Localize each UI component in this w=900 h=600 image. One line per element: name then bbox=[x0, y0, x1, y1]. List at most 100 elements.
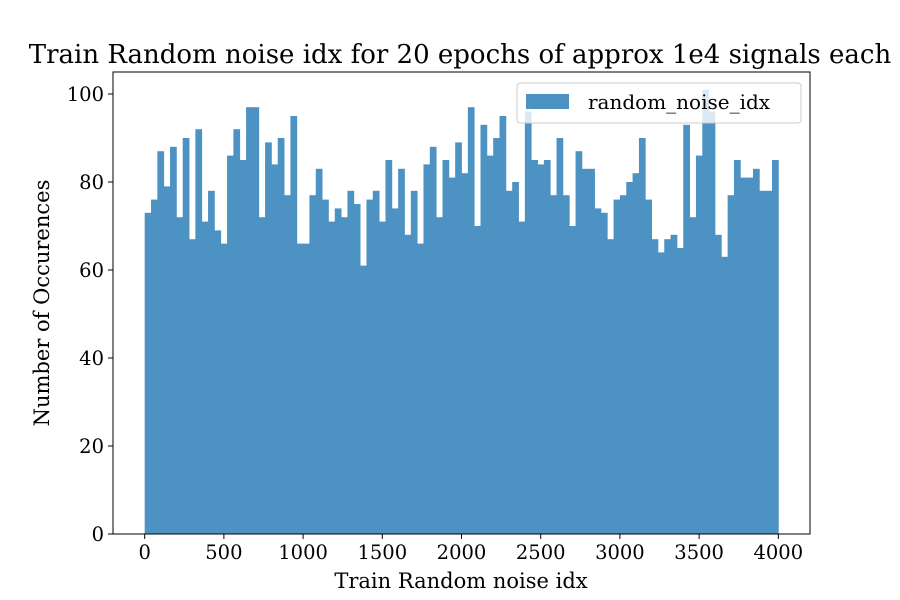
y-axis-label: Number of Occurences bbox=[30, 180, 54, 427]
histogram-bar bbox=[607, 239, 614, 534]
histogram-bar bbox=[581, 168, 589, 535]
histogram-bar bbox=[499, 116, 507, 534]
histogram-bar bbox=[271, 164, 279, 534]
y-tick-label: 100 bbox=[67, 83, 104, 106]
x-axis-label: Train Random noise idx bbox=[334, 569, 587, 593]
histogram-bar bbox=[398, 168, 405, 535]
histogram-bar bbox=[543, 160, 551, 534]
histogram-bar bbox=[347, 190, 355, 535]
histogram-bar bbox=[303, 243, 310, 534]
histogram-bar bbox=[461, 173, 469, 534]
histogram-bar bbox=[144, 212, 152, 535]
histogram-bar bbox=[626, 182, 633, 534]
x-tick-label: 3000 bbox=[595, 541, 645, 564]
histogram-bar bbox=[588, 168, 595, 535]
histogram-bar bbox=[442, 160, 450, 534]
histogram-bar bbox=[417, 243, 424, 534]
x-tick-label: 1500 bbox=[357, 541, 407, 564]
histogram-bar bbox=[157, 151, 165, 534]
histogram-bar bbox=[562, 195, 570, 534]
histogram-bar bbox=[410, 190, 418, 535]
histogram-bar bbox=[638, 138, 646, 534]
histogram-bar bbox=[163, 186, 171, 534]
histogram-bar bbox=[600, 212, 608, 535]
histogram-bar bbox=[328, 221, 336, 534]
histogram-bar bbox=[721, 256, 729, 534]
histogram-bar bbox=[771, 160, 779, 534]
y-tick-label: 80 bbox=[79, 171, 104, 194]
histogram-bar bbox=[695, 155, 703, 534]
x-tick-label: 4000 bbox=[753, 541, 803, 564]
histogram-bar bbox=[309, 195, 317, 534]
y-tick-label: 60 bbox=[79, 259, 104, 282]
histogram-bar bbox=[201, 221, 209, 534]
histogram-bar bbox=[537, 164, 545, 534]
histogram-bar bbox=[239, 160, 247, 534]
histogram-bar bbox=[524, 111, 532, 534]
histogram-bar bbox=[683, 124, 691, 535]
histogram-bar bbox=[594, 208, 602, 534]
histogram-bar bbox=[366, 199, 374, 534]
x-tick-label: 2500 bbox=[516, 541, 566, 564]
histogram-bar bbox=[252, 107, 260, 534]
y-tick-label: 0 bbox=[92, 523, 104, 546]
histogram-bar bbox=[746, 177, 754, 534]
x-tick-label: 1000 bbox=[278, 541, 328, 564]
histogram-bar bbox=[664, 239, 671, 534]
histogram-bar bbox=[208, 190, 215, 535]
histogram-bar bbox=[651, 239, 659, 534]
histogram-bar bbox=[372, 190, 380, 535]
legend-box bbox=[516, 82, 802, 124]
histogram-bar bbox=[765, 190, 773, 535]
histogram-bar bbox=[391, 208, 399, 534]
histogram-bar bbox=[733, 160, 741, 534]
x-tick-label: 0 bbox=[138, 541, 150, 564]
histogram-bar bbox=[258, 217, 266, 534]
histogram-bar bbox=[182, 138, 190, 534]
histogram-bar bbox=[740, 177, 748, 534]
histogram-bar bbox=[436, 217, 443, 534]
histogram-bar bbox=[670, 234, 678, 535]
histogram-bar bbox=[404, 234, 412, 535]
histogram-bar bbox=[227, 155, 234, 534]
histogram-bar bbox=[315, 168, 323, 535]
y-axis-ticks: 0 20 40 60 80 100 bbox=[67, 83, 113, 546]
bars-group bbox=[144, 89, 779, 535]
histogram-bar bbox=[689, 217, 697, 534]
histogram-bar bbox=[265, 142, 272, 534]
histogram-bar bbox=[550, 195, 557, 534]
histogram-bar bbox=[619, 195, 627, 534]
histogram-bar bbox=[512, 182, 519, 534]
histogram-bar bbox=[151, 199, 158, 534]
x-tick-label: 500 bbox=[205, 541, 242, 564]
histogram-bar bbox=[429, 146, 437, 535]
histogram-bar bbox=[353, 204, 361, 534]
histogram-bar bbox=[575, 151, 583, 534]
histogram-bar bbox=[657, 252, 665, 534]
histogram-bar bbox=[613, 199, 621, 534]
histogram-bar bbox=[486, 155, 494, 534]
y-tick-label: 20 bbox=[79, 435, 104, 458]
histogram-bar bbox=[246, 107, 253, 534]
histogram-bar bbox=[322, 199, 329, 534]
histogram-bar bbox=[455, 142, 462, 534]
histogram-bar bbox=[277, 138, 285, 534]
histogram-bar bbox=[385, 160, 393, 534]
histogram-bar bbox=[493, 138, 500, 534]
histogram-bar bbox=[752, 168, 760, 535]
histogram-bar bbox=[290, 116, 298, 534]
histogram-bar bbox=[676, 248, 684, 534]
histogram-bar bbox=[195, 129, 203, 534]
histogram-bar bbox=[220, 243, 228, 534]
histogram-bar bbox=[702, 89, 710, 534]
histogram-bar bbox=[448, 177, 456, 534]
histogram-bar bbox=[480, 124, 488, 535]
histogram-bar bbox=[233, 129, 241, 534]
histogram-bar bbox=[759, 190, 767, 535]
histogram-bar bbox=[645, 199, 652, 534]
histogram-bar bbox=[474, 226, 481, 534]
y-tick-label: 40 bbox=[79, 347, 104, 370]
legend-label: random_noise_idx bbox=[588, 90, 771, 114]
histogram-bar bbox=[708, 111, 716, 534]
